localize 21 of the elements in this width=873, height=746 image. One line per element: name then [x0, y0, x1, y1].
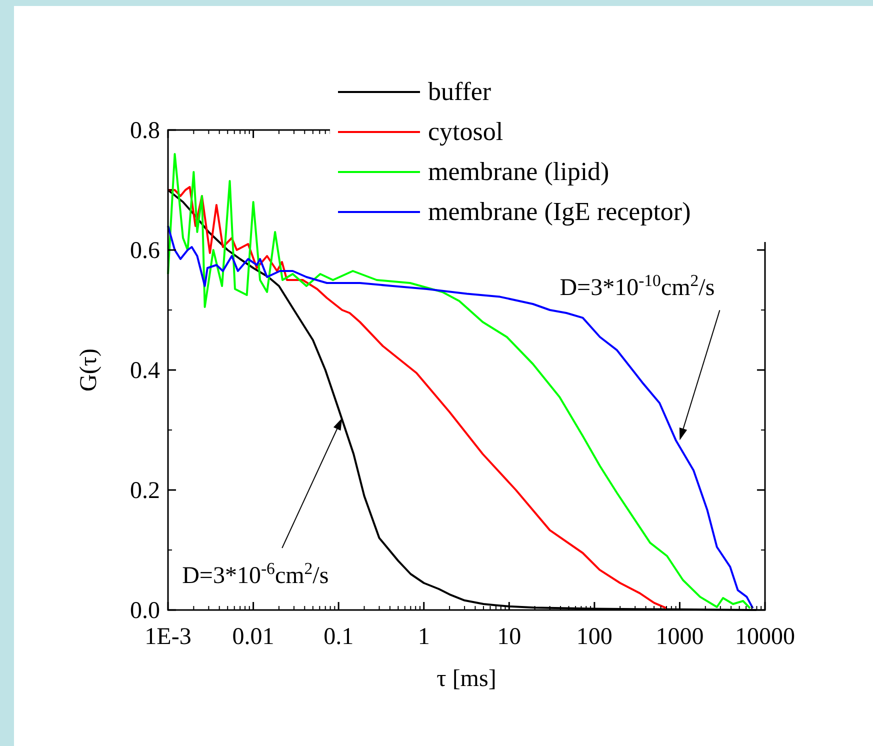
y-tick-label: 0.8: [130, 118, 160, 144]
x-tick-label: 0.1: [324, 624, 354, 650]
y-tick-label: 0.4: [130, 358, 160, 384]
x-tick-label: 1E-3: [144, 624, 192, 650]
x-axis-title: τ [ms]: [436, 666, 496, 692]
x-tick-label: 1: [418, 624, 430, 650]
legend-label: membrane (lipid): [428, 157, 610, 186]
x-tick-label: 0.01: [232, 624, 274, 650]
x-tick-label: 10: [497, 624, 522, 650]
x-tick-label: 100: [576, 624, 612, 650]
y-tick-label: 0.6: [130, 238, 160, 264]
legend-label: cytosol: [428, 117, 504, 146]
y-tick-label: 0.2: [130, 478, 160, 504]
y-axis-title: G(τ): [76, 348, 102, 392]
legend-label: membrane (IgE receptor): [428, 197, 691, 226]
y-tick-label: 0.0: [130, 598, 160, 624]
x-tick-label: 10000: [735, 624, 795, 650]
x-tick-label: 1000: [656, 624, 704, 650]
annotation: D=3*10$^{-10}$cm$^{2}$/s: [560, 270, 715, 302]
legend-label: buffer: [428, 77, 492, 106]
annotation: D=3*10$^{-6}$cm$^{2}$/s: [182, 558, 329, 589]
